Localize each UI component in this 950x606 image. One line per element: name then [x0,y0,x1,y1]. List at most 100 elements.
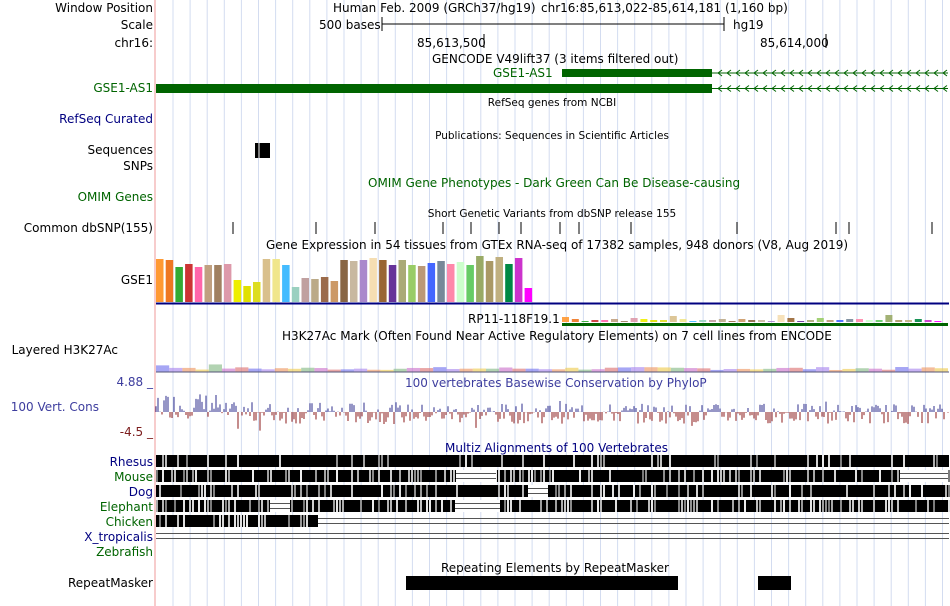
multiz-gap [165,455,167,467]
multiz-gap [816,455,818,467]
multiz-species-dog[interactable]: Dog [128,485,153,499]
gencode-track-title[interactable]: GENCODE V49lift37 (3 items filtered out) [432,52,679,66]
multiz-gap [783,500,785,512]
multiz-gap [927,500,929,512]
multiz-gap [759,470,761,482]
multiz-gap [834,470,836,482]
gencode-left-label[interactable]: GSE1-AS1 [93,81,153,95]
multiz-gap [240,515,242,527]
h3k27ac-segment [248,368,262,372]
h3k27ac-segment [552,369,566,372]
multiz-gap [933,455,935,467]
h3k27ac-segment [274,368,288,372]
cons-max-label: 4.88 _ [116,375,153,389]
h3k27ac-segment [776,367,790,372]
repeatmasker-left-label[interactable]: RepeatMasker [67,576,153,590]
h3k27ac-segment [525,368,539,372]
multiz-gap [528,470,530,482]
multiz-gap [591,500,593,512]
multiz-gap [948,500,950,512]
multiz-gap [222,500,224,512]
gtex-bar-small [669,316,677,322]
omim-track-title[interactable]: OMIM Gene Phenotypes - Dark Green Can Be… [368,176,741,190]
gtex-bar-small [787,318,795,322]
multiz-gap [702,470,704,482]
gtex-bar-small [581,321,589,322]
multiz-species-x-tropicalis[interactable]: X_tropicalis [84,530,153,544]
multiz-gap [783,470,785,482]
gtex-second-gene-label[interactable]: RP11-118F19.1 [468,312,560,326]
multiz-species-zebrafish[interactable]: Zebrafish [96,545,153,559]
gtex-left-label[interactable]: GSE1 [120,273,153,287]
multiz-species-rhesus[interactable]: Rhesus [109,455,153,469]
strand-arrow [744,69,750,77]
multiz-gap [318,500,320,512]
multiz-gap [234,500,236,512]
coord-tick-label: 85,613,500 [417,36,486,50]
multiz-gap [441,500,443,512]
multiz-break [900,470,948,482]
gtex-bar-small [591,320,599,322]
multiz-gap [540,500,542,512]
omim-left-label[interactable]: OMIM Genes [77,190,153,204]
cons-track-title[interactable]: 100 vertebrates Basewise Conservation by… [405,376,707,390]
multiz-gap [756,455,758,467]
dbsnp-left-label[interactable]: Common dbSNP(155) [23,221,153,235]
multiz-species-chicken[interactable]: Chicken [105,515,153,529]
refseq-track-title[interactable]: RefSeq genes from NCBI [487,97,617,109]
position-text[interactable]: chr16:85,613,022-85,614,181 (1,160 bp) [541,1,788,15]
repeatmasker-track-title[interactable]: Repeating Elements by RepeatMasker [441,561,669,575]
multiz-gap [177,455,179,467]
publications-snps-label[interactable]: SNPs [123,159,153,173]
multiz-gap [378,455,380,467]
multiz-gap [519,500,521,512]
h3k27ac-segment [657,367,671,372]
dbsnp-track-title[interactable]: Short Genetic Variants from dbSNP releas… [427,208,677,220]
gtex-bar-small [875,320,883,322]
refseq-left-label[interactable]: RefSeq Curated [59,112,153,126]
h3k27ac-track-title[interactable]: H3K27Ac Mark (Often Found Near Active Re… [282,329,832,343]
multiz-gap [519,470,521,482]
h3k27ac-segment [934,368,948,372]
multiz-gap [534,470,536,482]
multiz-gap [600,455,602,467]
multiz-track-title[interactable]: Multiz Alignments of 100 Vertebrates [445,441,669,455]
publications-sequences-label[interactable]: Sequences [87,143,153,157]
gtex-track-title[interactable]: Gene Expression in 54 tissues from GTEx … [266,238,849,252]
multiz-gap [156,470,158,482]
multiz-gap [162,455,164,467]
multiz-gap [612,485,614,497]
multiz-gap [417,470,419,482]
h3k27ac-segment [565,367,579,372]
gencode-feature-label[interactable]: GSE1-AS1 [493,66,553,80]
cons-left-label[interactable]: 100 Vert. Cons [10,400,99,414]
multiz-gap [825,500,827,512]
h3k27ac-left-label[interactable]: Layered H3K27Ac [11,343,118,357]
multiz-gap [207,470,209,482]
multiz-gap [363,455,365,467]
h3k27ac-segment [829,369,843,372]
multiz-species-mouse[interactable]: Mouse [114,470,153,484]
h3k27ac-segment [261,369,275,372]
multiz-gap [735,470,737,482]
multiz-gap [651,500,653,512]
multiz-gap [381,485,383,497]
multiz-gap [165,515,167,527]
multiz-gap [738,485,740,497]
h3k27ac-segment [908,368,922,372]
multiz-gap [399,470,401,482]
multiz-gap [324,470,326,482]
multiz-gap [261,515,263,527]
publications-track-title[interactable]: Publications: Sequences in Scientific Ar… [435,130,669,142]
multiz-species-elephant[interactable]: Elephant [99,500,153,514]
gtex-bar [408,265,416,302]
multiz-gap [177,515,179,527]
gtex-bar [427,263,436,302]
multiz-gap [717,500,719,512]
multiz-gap [807,455,809,467]
multiz-gap [888,500,890,512]
multiz-gap [696,485,698,497]
gtex-bar-small [816,318,824,322]
strand-arrow [771,85,777,92]
strand-arrow [915,85,921,92]
